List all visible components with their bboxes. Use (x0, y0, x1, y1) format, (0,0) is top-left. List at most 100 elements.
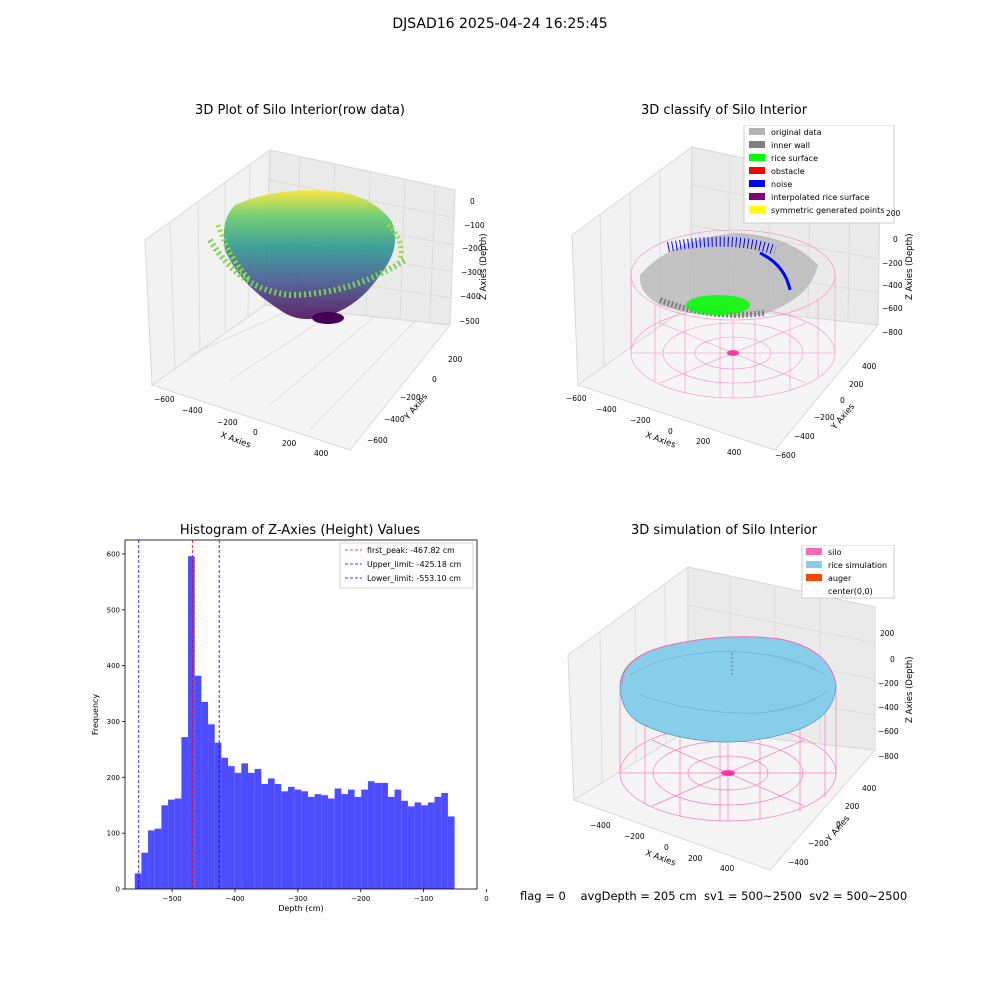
histogram-bar (421, 805, 428, 889)
histogram-bar (181, 737, 189, 889)
legend-label: auger (828, 574, 852, 583)
classify-ztick: −600 (882, 304, 903, 313)
sim-ztick: 200 (880, 629, 895, 638)
raw-zlabel: Z Axies (Depth) (479, 233, 489, 300)
x-axis-label: Depth (cm) (278, 904, 323, 913)
sim-ztick: −600 (878, 727, 899, 736)
x-tick-label: −100 (414, 895, 433, 903)
raw-ytick: −200 (400, 393, 421, 402)
histogram-bar (314, 794, 322, 889)
classify-3d-plot[interactable]: original data inner wall rice surface ob… (560, 125, 920, 470)
classify-ztick: 200 (886, 209, 901, 218)
legend-label: symmetric generated points (771, 206, 884, 215)
histogram-bar (341, 794, 348, 889)
histogram-bar (161, 805, 169, 889)
histogram-bar (248, 772, 255, 889)
legend-label: first_peak: -467.82 cm (367, 546, 455, 555)
histogram-bar (154, 828, 162, 889)
histogram-bar (214, 742, 222, 889)
raw-ytick: 200 (448, 355, 463, 364)
histogram-bar (347, 789, 355, 889)
histogram-bar (441, 792, 448, 889)
histogram-bar (221, 757, 229, 889)
simulation-rice-surface (619, 636, 837, 743)
classify-ytick: −200 (814, 413, 835, 422)
histogram-bar (281, 791, 288, 889)
y-tick-label: 600 (107, 550, 120, 558)
raw-ztick: −400 (460, 292, 481, 301)
y-tick-label: 300 (107, 718, 120, 726)
raw-ztick: −300 (461, 268, 482, 277)
sim-zlabel: Z Axies (Depth) (905, 656, 915, 723)
y-tick-label: 400 (107, 662, 120, 670)
histogram-bar (188, 556, 195, 889)
classify-plot-title: 3D classify of Silo Interior (640, 103, 808, 118)
histogram-bar (208, 724, 215, 889)
classify-xtick: 200 (696, 437, 711, 446)
classify-ztick: 0 (893, 235, 898, 244)
legend-label: center(0,0) (828, 587, 873, 596)
simulation-silo-wireframe (619, 685, 837, 822)
x-tick-label: −200 (351, 895, 370, 903)
histogram-axes-frame (124, 539, 478, 890)
classify-ztick: −200 (882, 259, 903, 268)
legend-label: interpolated rice surface (771, 193, 869, 202)
histogram-bar (361, 789, 368, 889)
raw-ztick: −200 (462, 244, 483, 253)
y-tick-label: 100 (107, 830, 120, 838)
classify-ytick: −400 (794, 432, 815, 441)
histogram-bar (194, 675, 202, 889)
histogram-legend (339, 542, 474, 589)
sim-xlabel: X Axies (644, 848, 677, 868)
raw-3d-plot[interactable]: −600 −400 −200 0 200 400 200 0 −200 −400… (130, 130, 500, 460)
classify-xtick: −200 (630, 416, 651, 425)
histogram-bar (334, 788, 342, 889)
histogram-bar (434, 796, 442, 889)
histogram-bar (367, 781, 375, 889)
y-tick-label: 200 (107, 774, 120, 782)
histogram-bar (134, 873, 142, 889)
raw-xtick: −400 (182, 406, 203, 415)
histogram-bar (327, 798, 335, 889)
legend-label: silo (828, 548, 842, 557)
raw-ztick: −500 (459, 317, 480, 326)
histogram-bar (294, 789, 302, 889)
x-tick-label: −400 (225, 895, 244, 903)
sim-ylabel: Y Axies (824, 814, 852, 845)
simulation-3d-plot[interactable]: silo rice simulation auger center(0,0) −… (560, 545, 925, 875)
sim-ztick: −200 (878, 679, 899, 688)
histogram-bar (407, 806, 415, 889)
sim-xtick: 200 (688, 854, 703, 863)
histogram-bar (148, 830, 155, 889)
sim-xtick: 400 (720, 864, 735, 873)
legend-label: Upper_limit: -425.18 cm (367, 560, 461, 569)
raw-xtick: 0 (253, 428, 258, 437)
classify-ytick: 0 (840, 396, 845, 405)
raw-plot-title: 3D Plot of Silo Interior(row data) (195, 103, 405, 118)
raw-xtick: −600 (154, 395, 175, 404)
histogram-bar (394, 789, 402, 889)
sim-xtick: 0 (664, 843, 669, 852)
histogram-bar (374, 782, 382, 889)
histogram-bar (321, 795, 328, 889)
status-line: flag = 0 avgDepth = 205 cm sv1 = 500~250… (520, 889, 908, 903)
histogram-bar (174, 798, 182, 889)
classify-ytick: 200 (849, 380, 864, 389)
raw-ytick: 0 (432, 375, 437, 384)
histogram-bar (447, 816, 455, 889)
histogram-bar (401, 800, 408, 889)
raw-ytick: −400 (384, 415, 405, 424)
histogram-chart[interactable]: −500 −400 −300 −200 −100 0 0 100 200 300 400 500 600… (80, 530, 490, 920)
x-tick-label: −500 (163, 895, 182, 903)
classify-xtick: 0 (668, 427, 673, 436)
classify-xtick: −600 (566, 394, 587, 403)
y-tick-label: 500 (107, 606, 120, 614)
sim-ytick: −400 (788, 858, 809, 867)
x-tick-label: 0 (484, 895, 488, 903)
classify-ztick: −800 (882, 328, 903, 337)
histogram-bar (287, 786, 295, 889)
raw-rim-points (207, 238, 407, 299)
histogram-bar (414, 802, 422, 889)
y-tick-label: 0 (116, 886, 120, 894)
raw-xlabel: X Axies (219, 430, 252, 450)
